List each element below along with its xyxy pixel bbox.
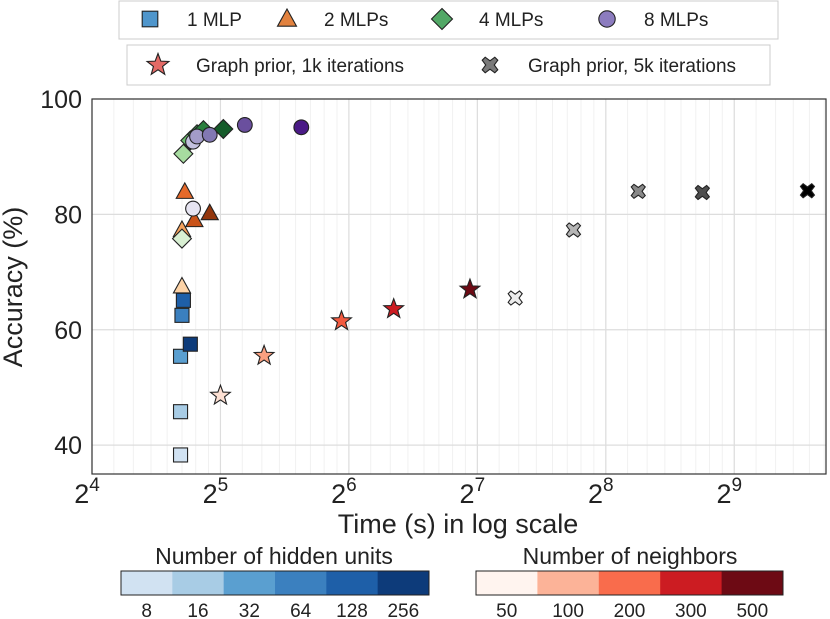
colorbar-swatch [377,571,430,595]
series-4-mlps [171,118,234,249]
colorbar-tick-label: 500 [736,601,768,619]
colorbar-tick-label: 100 [552,601,584,619]
x-tick-label: 26 [331,475,357,509]
series-2-mlps [172,181,220,294]
x-tick-label: 24 [74,475,100,509]
data-marks [171,117,816,463]
legend-marker [141,10,159,28]
data-point [184,210,204,228]
x-tick-label: 27 [460,475,486,509]
colorbar-tick-label: 8 [141,601,152,619]
colorbar-swatch [721,571,784,595]
data-point [172,404,189,420]
data-point [172,348,189,364]
legend-marker [276,7,298,27]
data-point [172,447,189,463]
colorbar-tick-label: 32 [239,601,260,619]
data-point [173,143,194,165]
data-point [185,200,201,217]
x-tick-label: 29 [716,475,742,509]
series-8-mlps [185,117,310,217]
data-point [174,307,190,323]
data-point [171,228,193,249]
axis-ticks: 40 60 80 100 24 25 26 27 28 29 [40,86,742,509]
x-tick-label: 28 [588,475,614,509]
colorbar-title: Number of neighbors [523,543,738,569]
data-point [293,119,310,136]
y-tick-label: 100 [40,86,82,114]
series-graph-prior-1k-iterations [209,277,482,406]
plot-frame [91,98,827,475]
y-tick-label: 60 [54,317,82,345]
colorbar-2: Number of neighbors 50 100 200 300 500 [475,543,784,619]
legend-box-row2 [126,44,771,86]
data-point [172,276,192,294]
legend-marker [598,10,616,28]
colorbar-swatch [537,571,600,595]
colorbar-swatch [121,571,173,595]
x-axis-label: Time (s) in log scale [338,509,579,539]
legend-label: 1 MLP [187,10,242,31]
data-point [201,126,218,143]
y-tick-label: 80 [54,201,82,229]
data-point [382,297,406,319]
legend: 1 MLP 2 MLPs 4 MLPs 8 MLPs Graph prior, 1k i… [118,0,779,86]
legend-label: Graph prior, 5k iterations [528,56,736,77]
colorbar-tick-label: 128 [336,601,368,619]
data-point [182,336,198,352]
data-point [694,184,711,201]
y-tick-label: 40 [54,432,82,460]
data-point [330,309,353,331]
series-1-mlp [172,292,198,463]
data-point [252,343,276,366]
colorbar-1: Number of hidden units 8 16 32 64 128 256 [120,543,430,619]
colorbar-swatch [660,571,723,595]
legend-label: Graph prior, 1k iterations [196,56,404,77]
colorbar-swatch [598,571,661,595]
colorbar-tick-label: 256 [387,601,419,619]
data-point [236,117,253,133]
legend-marker [145,51,171,76]
legend-label: 4 MLPs [479,10,543,31]
colorbar-outline [475,570,784,596]
data-point [209,383,232,406]
colorbar-swatch [275,571,327,595]
data-point [200,203,220,221]
data-point [213,118,234,140]
data-point [565,222,582,238]
x-tick-label: 25 [203,475,229,509]
series-graph-prior-5k-iterations [507,182,816,306]
colorbar-tick-label: 200 [614,601,646,619]
legend-box-row1 [118,0,779,40]
colorbar-swatch [326,571,379,595]
data-point [507,290,523,306]
colorbar-tick-label: 64 [290,601,312,619]
colorbar-tick-label: 16 [187,601,208,619]
legend-marker [481,56,499,74]
grid [91,98,826,474]
colorbar-tick-label: 50 [496,601,517,619]
legend-label: 8 MLPs [644,10,708,31]
legend-marker [430,7,454,31]
y-axis-label: Accuracy (%) [0,207,28,368]
colorbar-swatch [223,571,276,595]
colorbar-title: Number of hidden units [155,543,393,569]
colorbar-tick-label: 300 [675,601,707,619]
data-point [799,182,816,199]
colorbar-swatch [172,571,225,595]
data-point [458,277,482,300]
data-point [175,181,195,199]
colorbar-outline [120,570,430,596]
colorbar-swatch [476,571,538,595]
data-point [630,183,647,200]
data-point [175,292,191,308]
legend-label: 2 MLPs [324,10,388,31]
